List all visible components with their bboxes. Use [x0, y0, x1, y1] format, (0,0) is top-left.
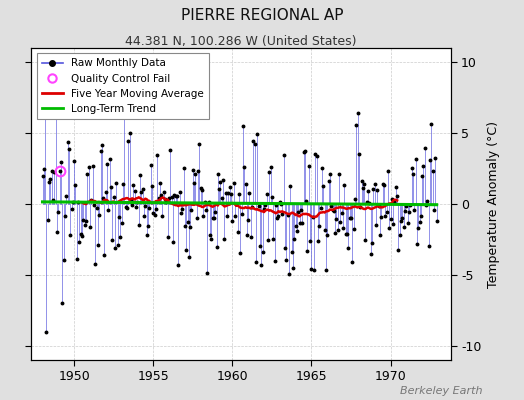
Legend: Raw Monthly Data, Quality Control Fail, Five Year Moving Average, Long-Term Tren: Raw Monthly Data, Quality Control Fail, …: [37, 53, 209, 119]
Y-axis label: Temperature Anomaly (°C): Temperature Anomaly (°C): [487, 120, 500, 288]
Text: PIERRE REGIONAL AP: PIERRE REGIONAL AP: [181, 8, 343, 23]
Text: Berkeley Earth: Berkeley Earth: [400, 386, 482, 396]
Title: 44.381 N, 100.286 W (United States): 44.381 N, 100.286 W (United States): [125, 35, 357, 48]
